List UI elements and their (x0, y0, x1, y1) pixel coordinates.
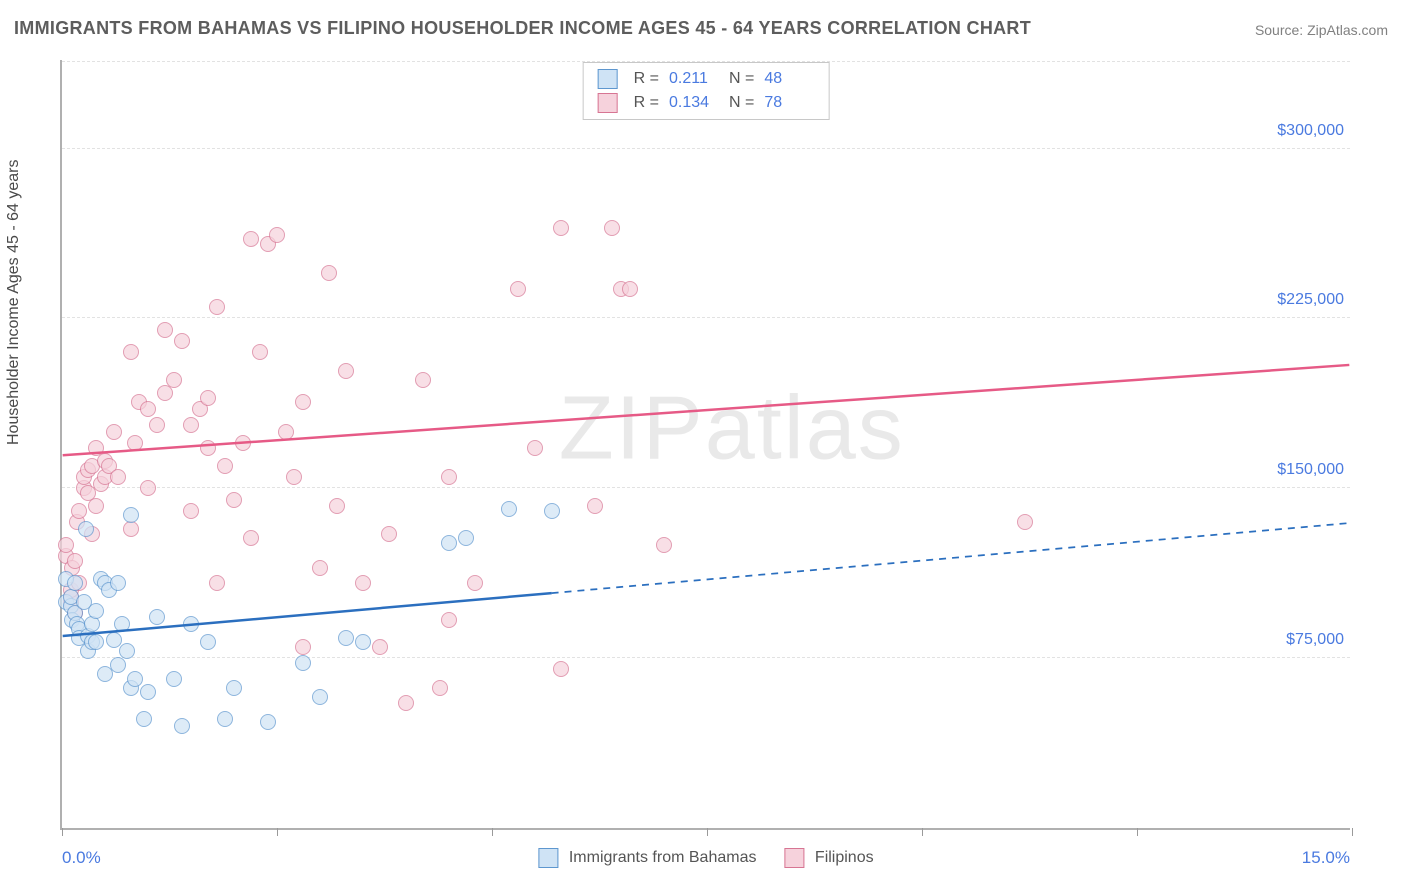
chart-title: IMMIGRANTS FROM BAHAMAS VS FILIPINO HOUS… (14, 18, 1031, 39)
legend-n-label: N = (729, 67, 754, 91)
legend-r-value: 0.211 (669, 67, 719, 91)
legend-n-value: 48 (764, 67, 814, 91)
y-axis-label: Householder Income Ages 45 - 64 years (5, 160, 23, 446)
legend-n-value: 78 (764, 91, 814, 115)
x-axis-start-label: 0.0% (62, 848, 101, 868)
legend-r-value: 0.134 (669, 91, 719, 115)
legend-row: R = 0.211 N = 48 (598, 67, 815, 91)
series-legend-bottom: Immigrants from Bahamas Filipinos (538, 848, 873, 868)
x-tick (277, 828, 278, 836)
legend-r-label: R = (634, 91, 659, 115)
legend-label: Filipinos (815, 849, 874, 866)
legend-swatch-bahamas (538, 848, 558, 868)
trendline-bahamas (63, 593, 552, 636)
correlation-legend-box: R = 0.211 N = 48 R = 0.134 N = 78 (583, 62, 830, 120)
legend-swatch-bahamas (598, 69, 618, 89)
x-tick (62, 828, 63, 836)
x-axis-end-label: 15.0% (1302, 848, 1350, 868)
x-tick (1352, 828, 1353, 836)
source-credit: Source: ZipAtlas.com (1255, 22, 1388, 38)
trendline-bahamas-extrapolated (552, 523, 1350, 593)
plot-wrapper: Householder Income Ages 45 - 64 years ZI… (50, 60, 1350, 830)
x-tick (707, 828, 708, 836)
plot-area: ZIPatlas R = 0.211 N = 48 R = 0.134 N = … (60, 60, 1350, 830)
legend-row: R = 0.134 N = 78 (598, 91, 815, 115)
legend-item-bahamas: Immigrants from Bahamas (538, 848, 756, 868)
trend-lines-layer (62, 60, 1350, 828)
legend-label: Immigrants from Bahamas (569, 849, 757, 866)
legend-swatch-filipinos (598, 93, 618, 113)
x-tick (492, 828, 493, 836)
x-tick (922, 828, 923, 836)
legend-item-filipinos: Filipinos (784, 848, 873, 868)
legend-r-label: R = (634, 67, 659, 91)
legend-n-label: N = (729, 91, 754, 115)
legend-swatch-filipinos (784, 848, 804, 868)
x-tick (1137, 828, 1138, 836)
trendline-filipinos (63, 365, 1350, 455)
